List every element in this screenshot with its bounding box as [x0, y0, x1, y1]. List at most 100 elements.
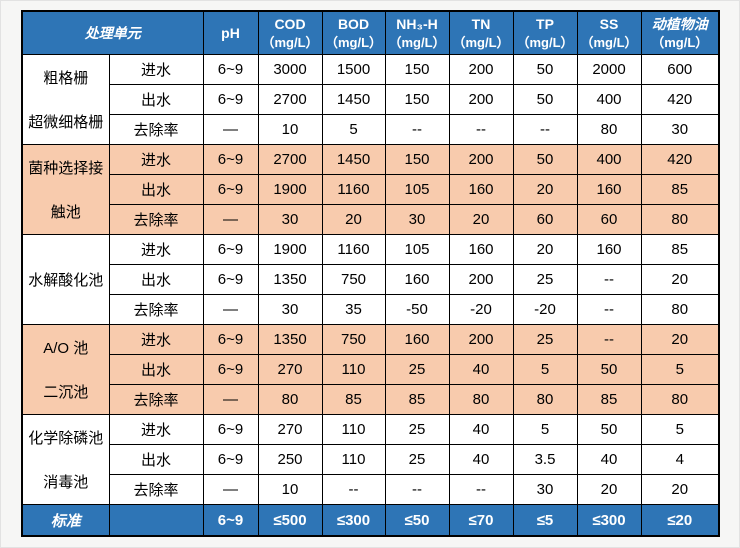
- value-cell: 10: [257, 114, 323, 145]
- value-cell: --: [384, 474, 450, 505]
- value-cell: 85: [640, 234, 720, 265]
- value-cell: 160: [448, 234, 514, 265]
- standard-value-cell: ≤300: [321, 504, 386, 537]
- table-row: 出水 6~9 250 110 25 40 3.5 40 4: [22, 444, 720, 475]
- value-cell: 25: [384, 414, 450, 445]
- table-row: 出水 6~9 2700 1450 150 200 50 400 420: [22, 84, 720, 115]
- value-cell: --: [448, 474, 514, 505]
- value-cell: 20: [640, 474, 720, 505]
- param-unit-label: （mg/L）: [261, 34, 319, 50]
- standard-value-cell: ≤20: [640, 504, 720, 537]
- table-row: 菌种选择接 触池 进水 6~9 2700 1450 150 200 50 400 420: [21, 144, 720, 235]
- value-cell: 20: [512, 234, 578, 265]
- value-cell: 1500: [321, 54, 386, 85]
- value-cell: 600: [640, 54, 720, 85]
- unit-name: 消毒池: [43, 474, 89, 492]
- standard-value-cell: ≤5: [512, 504, 578, 537]
- table-row: 水解酸化池 进水 6~9 1900 1160 105 160 20 160 85: [21, 234, 720, 325]
- value-cell: 25: [512, 324, 578, 355]
- value-cell: 20: [448, 204, 514, 235]
- value-cell: 1450: [321, 84, 386, 115]
- unit-name: 触池: [50, 204, 81, 222]
- value-cell: 150: [384, 54, 450, 85]
- value-cell: 80: [448, 384, 514, 415]
- phase-label-cell: 去除率: [108, 474, 204, 505]
- unit-name-list: 化学除磷池 消毒池: [23, 416, 108, 504]
- phase-label-cell: 进水: [108, 54, 204, 85]
- value-cell: 80: [640, 204, 720, 235]
- phase-label-cell: 去除率: [108, 114, 204, 145]
- value-cell: 200: [448, 54, 514, 85]
- table-row: 粗格栅 超微细格栅 进水 6~9 3000 1500 150 200 50 2000 600: [21, 54, 720, 145]
- header-row: 处理单元 pH COD （mg/L） BOD （mg/L） NH₃-H （mg/L） TN （mg…: [21, 10, 720, 55]
- value-cell: 2000: [576, 54, 642, 85]
- param-label: SS: [599, 15, 619, 32]
- phase-label-cell: 去除率: [108, 294, 204, 325]
- standard-value-cell: ≤50: [384, 504, 450, 537]
- value-cell: 105: [384, 234, 450, 265]
- value-cell: 80: [640, 294, 720, 325]
- value-cell: 110: [321, 354, 386, 385]
- value-cell: 60: [576, 204, 642, 235]
- ph-value-cell: —: [202, 114, 259, 145]
- phase-label-cell: 进水: [108, 414, 204, 445]
- phase-label-cell: 进水: [108, 234, 204, 265]
- value-cell: --: [321, 474, 386, 505]
- value-cell: --: [576, 324, 642, 355]
- unit-name: 粗格栅: [43, 69, 89, 87]
- standard-value-cell: ≤300: [576, 504, 642, 537]
- value-cell: 1160: [321, 174, 386, 205]
- unit-cell: 菌种选择接 触池: [21, 144, 110, 235]
- value-cell: 85: [576, 384, 642, 415]
- param-unit-label: （mg/L）: [580, 34, 638, 50]
- param-column-header: NH₃-H （mg/L）: [384, 10, 450, 55]
- param-column-header: TN （mg/L）: [448, 10, 514, 55]
- value-cell: 1350: [257, 264, 323, 295]
- unit-cell: A/O 池二沉池: [21, 324, 110, 415]
- unit-cell: 水解酸化池: [21, 234, 110, 325]
- value-cell: 3.5: [512, 444, 578, 475]
- param-label: TP: [536, 15, 554, 32]
- param-label: 动植物油: [651, 15, 708, 32]
- value-cell: 5: [512, 354, 578, 385]
- value-cell: 5: [512, 414, 578, 445]
- value-cell: 250: [257, 444, 323, 475]
- ph-value-cell: 6~9: [202, 414, 259, 445]
- param-column-header: TP （mg/L）: [512, 10, 578, 55]
- treatment-table: 处理单元 pH COD （mg/L） BOD （mg/L） NH₃-H （mg/L） TN （mg…: [21, 10, 720, 537]
- param-label: NH₃-H: [396, 15, 438, 32]
- value-cell: 40: [448, 354, 514, 385]
- value-cell: 5: [321, 114, 386, 145]
- phase-label-cell: 去除率: [108, 384, 204, 415]
- table-row: 去除率 —30 35 -50 -20 -20 -- 80: [22, 294, 720, 325]
- unit-name: 菌种选择接: [28, 159, 104, 177]
- standard-value-cell: ≤70: [448, 504, 514, 537]
- value-cell: 50: [512, 144, 578, 175]
- value-cell: 400: [576, 144, 642, 175]
- value-cell: 50: [576, 414, 642, 445]
- phase-label-cell: 进水: [108, 144, 204, 175]
- value-cell: 80: [257, 384, 323, 415]
- param-column-header: 动植物油 （mg/L）: [640, 10, 720, 55]
- value-cell: 30: [384, 204, 450, 235]
- value-cell: 25: [384, 354, 450, 385]
- phase-label-cell: 出水: [108, 264, 204, 295]
- value-cell: 1900: [257, 234, 323, 265]
- ph-value-cell: —: [202, 384, 259, 415]
- value-cell: 110: [321, 414, 386, 445]
- value-cell: 160: [576, 174, 642, 205]
- value-cell: 200: [448, 324, 514, 355]
- value-cell: 150: [384, 84, 450, 115]
- table-row: 去除率 —10 -- -- -- 30 20 20: [22, 474, 720, 505]
- value-cell: 1900: [257, 174, 323, 205]
- table-header: 处理单元 pH COD （mg/L） BOD （mg/L） NH₃-H （mg/L） TN （mg…: [21, 10, 720, 55]
- value-cell: 50: [576, 354, 642, 385]
- value-cell: 20: [321, 204, 386, 235]
- table-row: 出水 6~9 270 110 25 40 5 50 5: [22, 354, 720, 385]
- phase-label-cell: 出水: [108, 84, 204, 115]
- value-cell: 85: [321, 384, 386, 415]
- value-cell: 30: [257, 204, 323, 235]
- value-cell: 1450: [321, 144, 386, 175]
- param-column-header: COD （mg/L）: [257, 10, 323, 55]
